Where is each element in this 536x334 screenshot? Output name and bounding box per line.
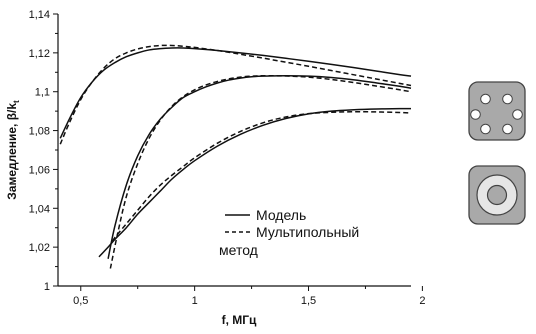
y-tick-label: 1,06	[29, 164, 50, 176]
y-tick-label: 1	[44, 281, 50, 293]
series-line-middle-solid	[107, 75, 412, 259]
legend: Модель Мультипольный метод	[219, 207, 359, 258]
axes: 1 1,02 1,04 1,06 1,08 1,1 1,12 1,14 0,5 1 1,5 2	[29, 9, 426, 307]
y-axis-title-subscript: t	[12, 100, 21, 103]
series-lines	[59, 44, 412, 269]
x-axis-title: f, МГц	[222, 313, 257, 327]
y-tick-label: 1,02	[29, 242, 50, 254]
series-line-lower-solid	[98, 107, 412, 258]
series-line-lower-dashed	[111, 110, 412, 242]
x-tick-label: 0,5	[73, 295, 88, 307]
legend-label-model: Модель	[256, 207, 306, 223]
coax-fiber-icon	[468, 165, 526, 225]
legend-label-multipole-line2: метод	[219, 242, 258, 258]
y-axis-title: Замедление, β/kt	[5, 100, 21, 200]
y-tick-label: 1,1	[35, 87, 50, 99]
y-tick-label: 1,12	[29, 48, 50, 60]
series-line-middle-dashed	[109, 75, 412, 269]
x-tick-label: 2	[419, 295, 425, 307]
x-tick-label: 1	[192, 295, 198, 307]
y-tick-label: 1,04	[29, 203, 50, 215]
series-line-upper-dashed	[59, 44, 412, 145]
y-tick-label: 1,08	[29, 126, 50, 138]
x-tick-label: 1,5	[301, 295, 316, 307]
legend-label-multipole: Мультипольный	[256, 224, 359, 240]
series-line-upper-solid	[59, 47, 412, 139]
y-tick-label: 1,14	[29, 9, 50, 21]
six-hole-fiber-icon	[468, 81, 526, 141]
